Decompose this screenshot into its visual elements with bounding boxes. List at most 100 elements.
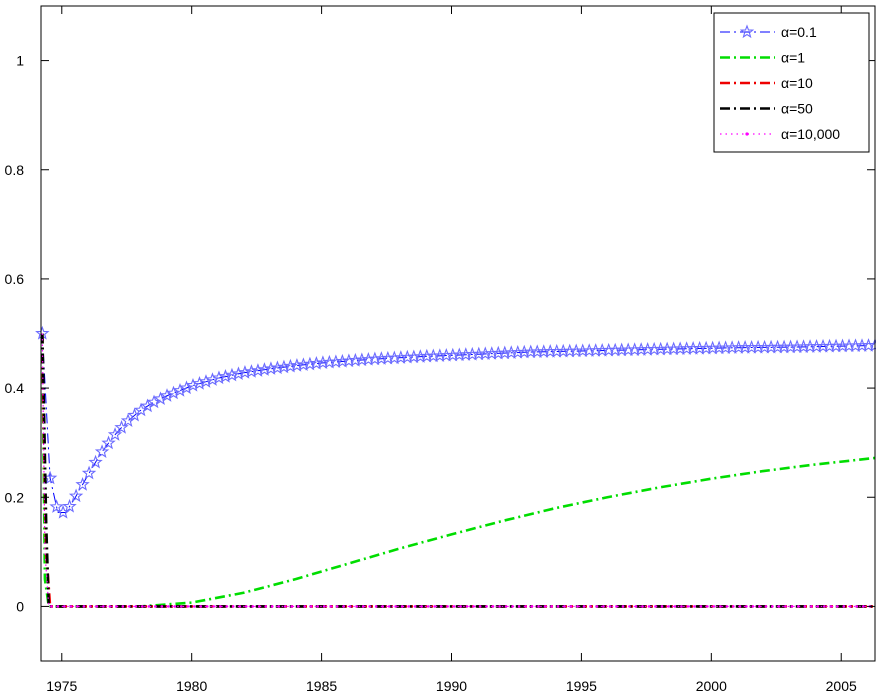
series-1-marker: [94, 444, 110, 458]
series-5-marker: [706, 605, 709, 608]
x-tick-label: 1995: [566, 678, 597, 694]
series-1-marker: [283, 358, 298, 373]
series-5-marker: [173, 605, 177, 608]
series-5-marker: [296, 605, 300, 608]
series-5-marker: [829, 605, 833, 608]
series-5-marker: [589, 605, 592, 608]
series-5-marker: [446, 605, 449, 608]
series-5-marker: [225, 605, 229, 608]
series-5-marker: [608, 605, 612, 608]
series-5-marker: [212, 605, 216, 608]
series-5-marker: [615, 605, 618, 608]
series-5-marker: [498, 605, 501, 608]
series-1-marker: [237, 365, 253, 379]
series-5-marker: [244, 605, 248, 608]
series-1-marker: [263, 361, 279, 375]
series-5-marker: [647, 605, 651, 608]
series-5-marker: [283, 605, 287, 608]
series-5-marker: [407, 605, 410, 608]
series-1-marker: [88, 454, 103, 469]
series-1-marker: [354, 352, 370, 367]
series-1-marker: [250, 363, 266, 377]
series-5-marker: [413, 605, 417, 608]
series-5-marker: [634, 605, 638, 608]
series-5-marker: [576, 605, 579, 608]
series-5-marker: [199, 605, 203, 608]
series-5-marker: [355, 605, 358, 608]
series-5-marker: [134, 605, 138, 608]
series-5-marker: [465, 605, 469, 608]
series-1-marker: [198, 374, 214, 388]
series-5-marker: [686, 605, 690, 608]
series-5-marker: [368, 605, 371, 608]
series-1-marker: [107, 427, 123, 441]
series-5-marker: [855, 605, 859, 608]
series-5-marker: [179, 605, 183, 608]
series-5-marker: [628, 605, 631, 608]
series-5-marker: [374, 605, 378, 608]
series-5-marker: [712, 605, 716, 608]
series-5-marker: [537, 605, 540, 608]
series-5-marker: [582, 605, 586, 608]
series-5-marker: [348, 605, 352, 608]
series-5-marker: [550, 605, 553, 608]
series-5-marker: [102, 605, 105, 608]
series-1-marker: [289, 358, 305, 372]
series-5-marker: [459, 605, 462, 608]
series-5-marker: [472, 605, 475, 608]
series-5-marker: [673, 605, 677, 608]
series-5-marker: [82, 605, 86, 608]
series-5-marker: [50, 605, 53, 608]
series-5-marker: [322, 605, 326, 608]
legend-1-label: α=0.1: [781, 24, 817, 40]
series-5-marker: [777, 605, 781, 608]
series-5-marker: [699, 605, 703, 608]
series-5-marker: [842, 605, 846, 608]
series-5-marker: [862, 605, 865, 608]
series-5-marker: [439, 605, 443, 608]
series-5-marker: [732, 605, 735, 608]
series-5-marker: [719, 605, 722, 608]
series-5-marker: [270, 605, 274, 608]
series-5-marker: [251, 605, 255, 608]
axes-layer: 1975 1980 1985 1990 1995 2000 2005 0 0.2 0.4 0.6 0.…: [5, 5, 876, 694]
series-5-marker: [680, 605, 683, 608]
series-1-marker: [49, 499, 64, 513]
series-1-marker: [127, 407, 142, 422]
series-5-marker: [400, 605, 404, 608]
legend-2-label: α=1: [781, 50, 805, 66]
series-5-marker: [387, 605, 391, 608]
series-1-marker: [315, 355, 331, 370]
series-1-marker: [218, 369, 233, 383]
series-5-marker: [602, 605, 605, 608]
series-5-marker: [485, 605, 488, 608]
series-5-marker: [693, 605, 696, 608]
series-1-marker: [114, 420, 129, 434]
series-5-marker: [641, 605, 644, 608]
series-1-marker: [231, 366, 246, 381]
series-5-marker: [257, 605, 261, 608]
series-5-marker: [218, 605, 222, 608]
series-5-marker: [335, 605, 339, 608]
series-1-marker: [224, 367, 240, 382]
series-1-marker: [185, 377, 201, 392]
series-5-marker: [504, 605, 508, 608]
series-1-marker: [81, 465, 97, 480]
y-tick-label: 0.4: [5, 380, 25, 396]
series-5-marker: [771, 605, 774, 608]
series-5-marker: [524, 605, 527, 608]
series-5-marker: [725, 605, 729, 608]
series-1-marker: [302, 356, 318, 371]
series-5-marker: [595, 605, 599, 608]
series-5-marker: [517, 605, 521, 608]
series-1-marker: [328, 354, 344, 369]
series-5-marker: [621, 605, 625, 608]
series-5-marker: [738, 605, 742, 608]
series-5-marker: [186, 605, 190, 608]
series-5-marker: [89, 605, 92, 608]
series-5-marker: [543, 605, 547, 608]
series-5-marker: [63, 605, 66, 608]
series-5-marker: [394, 605, 397, 608]
axes-box: [40, 5, 876, 662]
